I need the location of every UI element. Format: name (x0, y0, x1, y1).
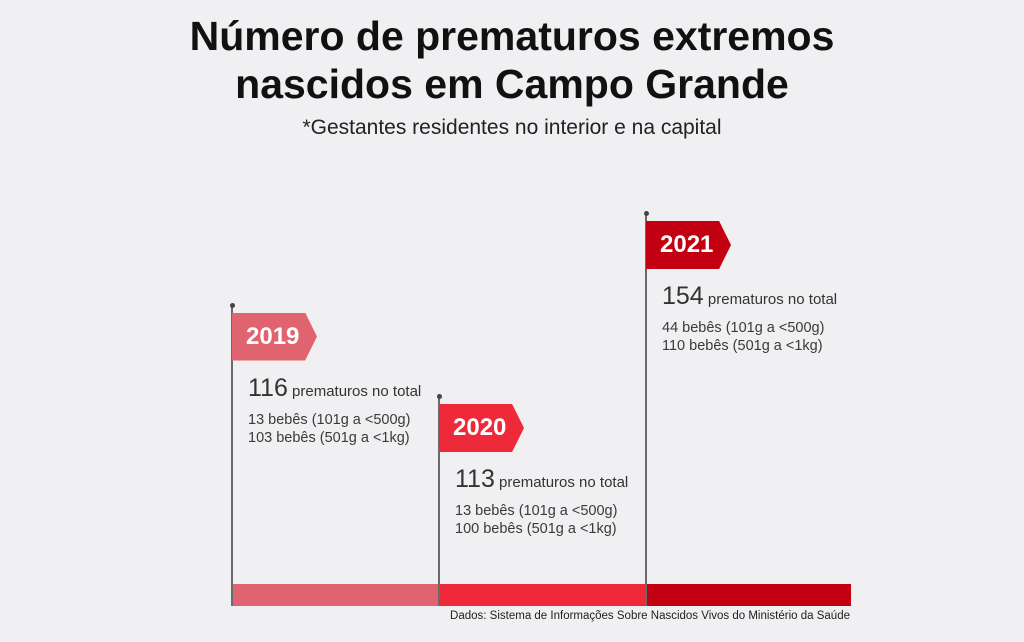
flag-pole-cap-2019 (229, 302, 235, 308)
total-label-2019: prematuros no total (287, 382, 422, 400)
value-block-2020: 113 prematuros no total 13 bebês (101g a … (455, 465, 628, 538)
flag-pole-2019 (231, 304, 233, 606)
value-line-2021: 154 prematuros no total (662, 282, 837, 311)
value-block-2021: 154 prematuros no total 44 bebês (101g a … (662, 282, 837, 355)
data-label-2019: 116 (248, 373, 288, 402)
year-flag-2020: 2020 (439, 404, 524, 452)
data-label-2020: 113 (455, 465, 495, 493)
detail-item-2019-1: 13 bebês (101g a <500g) (248, 411, 411, 428)
detail-item-2021-1: 44 bebês (101g a <500g) (662, 320, 825, 336)
detail-item-2021-2: 110 bebês (501g a <1kg) (662, 338, 823, 354)
base-bar-segment-2019 (231, 584, 438, 606)
detail-list-2020: 13 bebês (101g a <500g) 100 bebês (501g a… (455, 502, 628, 538)
flag-pole-cap-2020 (436, 394, 442, 399)
year-flag-2019: 2019 (232, 312, 317, 361)
chart-title-line2: nascidos em Campo Grande (235, 61, 789, 107)
value-block-2019: 116 prematuros no total 13 bebês (101g a … (248, 374, 421, 447)
detail-item-2020-2: 100 bebês (501g a <1kg) (455, 521, 617, 537)
value-line-2019: 116 prematuros no total (248, 374, 421, 403)
total-label-2020: prematuros no total (494, 474, 629, 491)
flag-pole-cap-2021 (643, 211, 649, 216)
detail-item-2020-1: 13 bebês (101g a <500g) (455, 503, 618, 519)
source-note: Dados: Sistema de Informações Sobre Nasc… (450, 610, 850, 622)
data-label-2021: 154 (662, 282, 704, 310)
chart-subtitle: *Gestantes residentes no interior e na c… (302, 116, 722, 139)
chart-title: Número de prematuros extremos nascidos e… (0, 12, 1024, 108)
detail-list-2021: 44 bebês (101g a <500g) 110 bebês (501g a… (662, 319, 837, 355)
flag-pole-2020 (438, 396, 440, 606)
base-bar-segment-2020 (438, 584, 645, 606)
year-flag-2021: 2021 (646, 221, 731, 269)
flag-pole-2021 (645, 213, 647, 606)
chart-title-line1: Número de prematuros extremos (189, 13, 835, 59)
total-label-2021: prematuros no total (703, 291, 838, 308)
detail-list-2019: 13 bebês (101g a <500g) 103 bebês (501g a… (248, 411, 421, 447)
value-line-2020: 113 prematuros no total (455, 465, 628, 494)
detail-item-2019-2: 103 bebês (501g a <1kg) (248, 429, 410, 446)
base-bar-segment-2021 (645, 584, 851, 606)
